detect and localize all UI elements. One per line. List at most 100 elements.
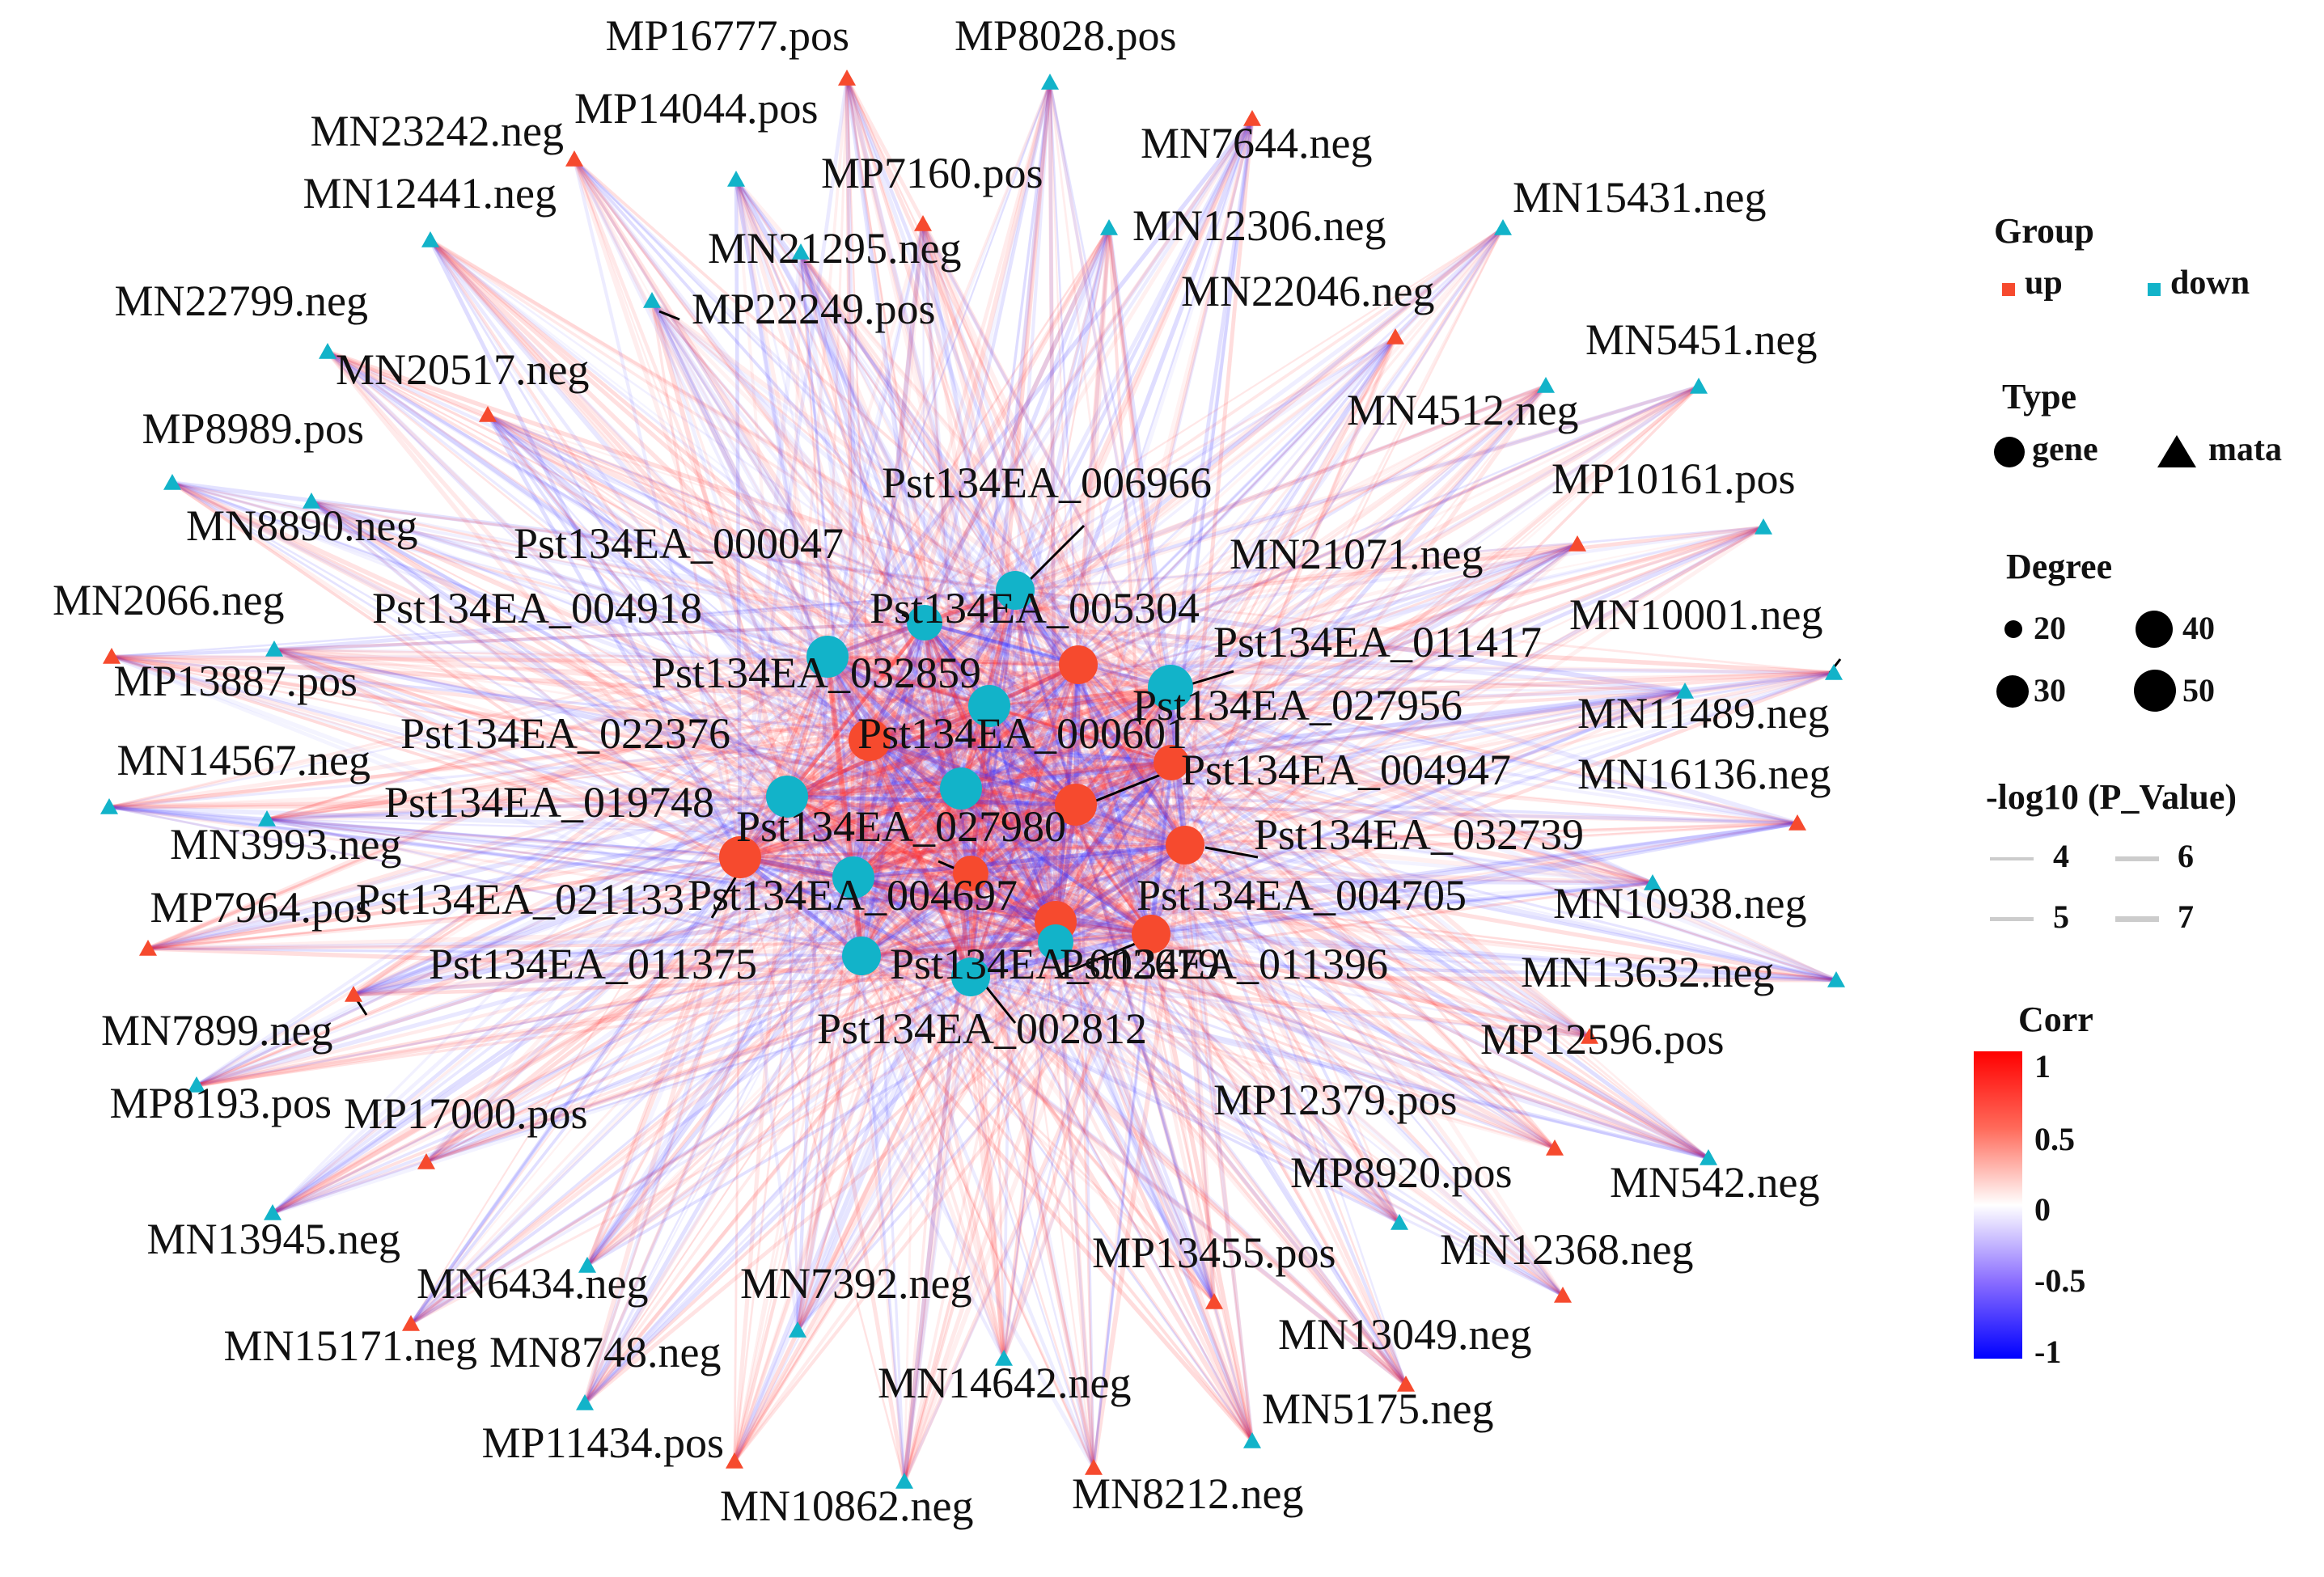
correlation-edge bbox=[1077, 664, 1401, 1224]
correlation-edge bbox=[959, 787, 1058, 924]
correlation-edge bbox=[739, 226, 1111, 859]
legend-type-title: Type bbox=[2002, 377, 2077, 416]
correlation-edge bbox=[968, 976, 1006, 1359]
correlation-edge bbox=[111, 654, 972, 979]
correlation-edge bbox=[485, 413, 789, 798]
correlation-edge bbox=[845, 78, 1058, 923]
metabolite-triangle-node bbox=[578, 1257, 596, 1273]
correlation-edge bbox=[1014, 226, 1505, 593]
correlation-edge bbox=[1168, 686, 1565, 1297]
correlation-edge bbox=[1054, 384, 1547, 944]
correlation-edge bbox=[796, 932, 1153, 1332]
correlation-edge bbox=[959, 787, 1564, 1297]
correlation-edge bbox=[1183, 227, 1505, 846]
correlation-edge bbox=[428, 239, 743, 859]
correlation-edge bbox=[1184, 843, 1590, 1038]
gene-label: Pst134EA_011396 bbox=[1060, 940, 1388, 988]
correlation-edge bbox=[969, 873, 1005, 1359]
correlation-edge bbox=[1184, 843, 1556, 1150]
correlation-edge bbox=[311, 499, 990, 708]
correlation-edge bbox=[1077, 526, 1764, 666]
correlation-edge bbox=[650, 299, 926, 624]
correlation-edge bbox=[868, 226, 1505, 742]
correlation-edge bbox=[171, 481, 854, 879]
correlation-edge bbox=[959, 384, 1700, 791]
correlation-edge bbox=[1170, 686, 1686, 693]
correlation-edge bbox=[583, 941, 1057, 1405]
correlation-edge bbox=[969, 226, 1505, 875]
correlation-edge bbox=[796, 705, 991, 1331]
correlation-edge bbox=[1002, 941, 1057, 1359]
correlation-edge bbox=[785, 795, 972, 979]
correlation-edge bbox=[487, 414, 1171, 688]
correlation-edge bbox=[147, 932, 1152, 951]
correlation-edge bbox=[1014, 588, 1798, 826]
correlation-edge bbox=[868, 738, 1153, 936]
correlation-edge bbox=[852, 542, 1579, 880]
correlation-edge bbox=[196, 663, 1079, 1087]
correlation-edge bbox=[1074, 804, 1095, 1469]
correlation-edge bbox=[1077, 662, 1835, 675]
metabolite-triangle-node bbox=[1676, 683, 1694, 699]
correlation-edge bbox=[867, 621, 927, 742]
legend-group-title: Group bbox=[1994, 211, 2094, 251]
correlation-edge bbox=[573, 158, 1080, 666]
correlation-edge bbox=[824, 656, 865, 957]
correlation-edge bbox=[733, 932, 1153, 1463]
correlation-edge bbox=[826, 654, 1564, 1298]
correlation-edge bbox=[988, 704, 1187, 847]
correlation-edge bbox=[738, 78, 849, 858]
metabolite-label: MN13632.neg bbox=[1521, 948, 1774, 996]
correlation-edge bbox=[799, 252, 829, 657]
correlation-edge bbox=[924, 542, 1578, 625]
correlation-edge bbox=[650, 298, 1172, 690]
correlation-edge bbox=[108, 805, 972, 875]
correlation-edge bbox=[960, 787, 1709, 1160]
correlation-edge bbox=[1075, 802, 1798, 826]
correlation-edge bbox=[585, 795, 789, 1267]
correlation-edge bbox=[1014, 589, 1837, 982]
correlation-edge bbox=[266, 795, 788, 821]
correlation-edge bbox=[147, 760, 1172, 951]
correlation-edge bbox=[1055, 941, 1556, 1150]
correlation-edge bbox=[733, 656, 829, 1462]
degree-20-circle-icon bbox=[2004, 620, 2022, 638]
correlation-edge bbox=[785, 117, 1254, 798]
metabolite-label: MP8989.pos bbox=[142, 404, 364, 453]
correlation-edge bbox=[868, 738, 1057, 924]
metabolite-triangle-node bbox=[319, 343, 337, 359]
correlation-edge bbox=[921, 223, 1154, 935]
correlation-edge bbox=[1053, 686, 1173, 924]
correlation-edge bbox=[867, 223, 925, 741]
correlation-edge bbox=[785, 223, 925, 797]
metabolite-label: MP13455.pos bbox=[1092, 1228, 1336, 1277]
correlation-edge bbox=[1092, 933, 1153, 1469]
correlation-edge bbox=[970, 526, 1764, 979]
correlation-edge bbox=[1054, 941, 1408, 1386]
pvalue-6-line bbox=[2115, 856, 2159, 861]
correlation-edge bbox=[734, 179, 973, 874]
correlation-edge bbox=[1170, 689, 1686, 765]
correlation-edge bbox=[108, 805, 862, 958]
correlation-edge bbox=[1053, 686, 1173, 944]
correlation-edge bbox=[1075, 803, 1837, 982]
correlation-edge bbox=[272, 954, 862, 1215]
correlation-edge bbox=[272, 920, 1056, 1215]
correlation-edge bbox=[1183, 844, 1408, 1385]
correlation-edge bbox=[826, 655, 1077, 806]
correlation-edge bbox=[266, 655, 828, 821]
correlation-edge bbox=[1076, 227, 1111, 666]
metabolite-triangle-node bbox=[1391, 1214, 1408, 1230]
correlation-edge bbox=[147, 876, 854, 950]
correlation-edge bbox=[108, 589, 1016, 809]
gene-label: Pst134EA_011375 bbox=[429, 940, 757, 988]
correlation-edge bbox=[799, 252, 1017, 591]
correlation-edge bbox=[573, 159, 742, 858]
correlation-edge bbox=[852, 704, 991, 879]
correlation-edge bbox=[923, 622, 1254, 1442]
correlation-edge bbox=[867, 82, 1052, 741]
correlation-edge bbox=[739, 856, 1837, 982]
correlation-edge bbox=[924, 620, 1653, 886]
correlation-edge bbox=[111, 655, 788, 798]
correlation-edge bbox=[739, 662, 1080, 860]
